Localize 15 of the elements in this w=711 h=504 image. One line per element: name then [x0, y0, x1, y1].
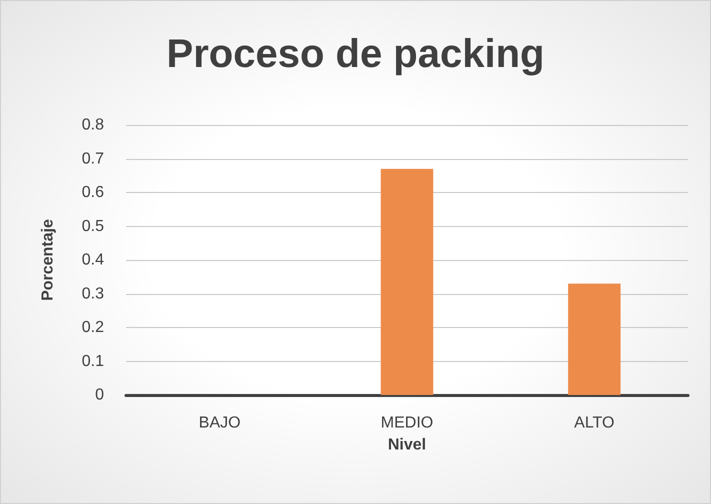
x-tick-label: MEDIO	[380, 414, 434, 432]
y-tick-label: 0.3	[82, 285, 104, 302]
y-tick-label: 0.8	[82, 116, 104, 134]
y-tick-label: 0.6	[82, 184, 104, 201]
chart-title: Proceso de packing	[166, 32, 544, 76]
x-tick-label: BAJO	[198, 414, 241, 432]
y-tick-label: 0.1	[82, 352, 104, 370]
y-tick-label: 0.5	[82, 218, 104, 235]
y-axis-title: Porcentaje	[40, 218, 56, 301]
x-axis-title: Nivel	[388, 436, 426, 454]
y-tick-label: 0.4	[82, 252, 104, 268]
y-tick-label: 0.7	[82, 150, 104, 168]
x-tick-label: ALTO	[574, 414, 614, 432]
y-tick-label: 0	[95, 386, 104, 404]
y-tick-label: 0.2	[82, 319, 104, 336]
